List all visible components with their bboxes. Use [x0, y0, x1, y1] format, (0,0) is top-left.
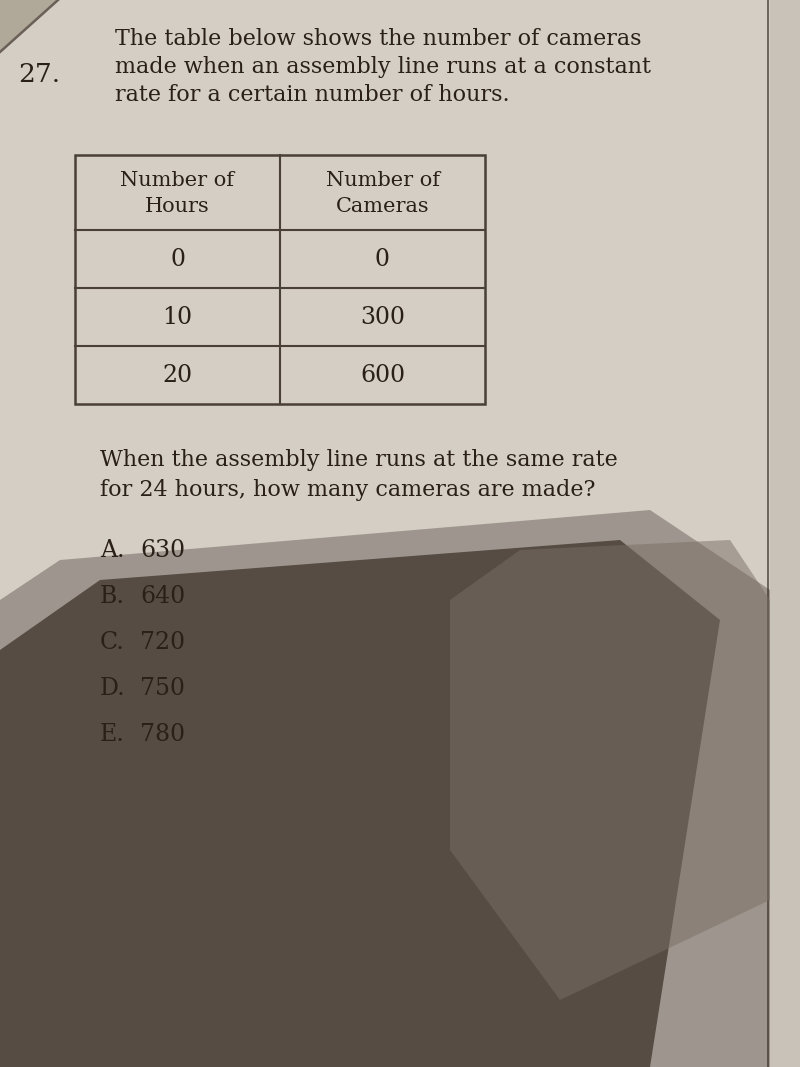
Text: 630: 630 — [140, 539, 185, 562]
Text: E.: E. — [100, 723, 125, 746]
Text: for 24 hours, how many cameras are made?: for 24 hours, how many cameras are made? — [100, 479, 595, 501]
Text: made when an assembly line runs at a constant: made when an assembly line runs at a con… — [115, 55, 651, 78]
Text: Hours: Hours — [145, 197, 210, 216]
Polygon shape — [450, 540, 770, 1000]
Bar — [75, 155, 485, 404]
Text: C.: C. — [100, 631, 125, 654]
Text: 640: 640 — [140, 585, 186, 608]
Polygon shape — [0, 510, 770, 1067]
Text: 780: 780 — [140, 723, 185, 746]
Bar — [770, 0, 800, 1067]
Text: Number of: Number of — [121, 171, 234, 190]
Text: 720: 720 — [140, 631, 185, 654]
Text: 20: 20 — [162, 364, 193, 386]
Text: 0: 0 — [375, 248, 390, 271]
Text: The table below shows the number of cameras: The table below shows the number of came… — [115, 28, 642, 50]
Text: 300: 300 — [360, 305, 405, 329]
Text: rate for a certain number of hours.: rate for a certain number of hours. — [115, 84, 510, 106]
Text: 0: 0 — [170, 248, 185, 271]
Text: 750: 750 — [140, 676, 185, 700]
Text: 10: 10 — [162, 305, 193, 329]
Text: Cameras: Cameras — [336, 197, 430, 216]
Text: B.: B. — [100, 585, 125, 608]
Text: 27.: 27. — [18, 62, 60, 87]
Text: Number of: Number of — [326, 171, 439, 190]
Text: A.: A. — [100, 539, 125, 562]
Text: When the assembly line runs at the same rate: When the assembly line runs at the same … — [100, 449, 618, 471]
Polygon shape — [0, 0, 58, 52]
Text: 600: 600 — [360, 364, 405, 386]
Text: D.: D. — [100, 676, 126, 700]
Polygon shape — [0, 540, 720, 1067]
